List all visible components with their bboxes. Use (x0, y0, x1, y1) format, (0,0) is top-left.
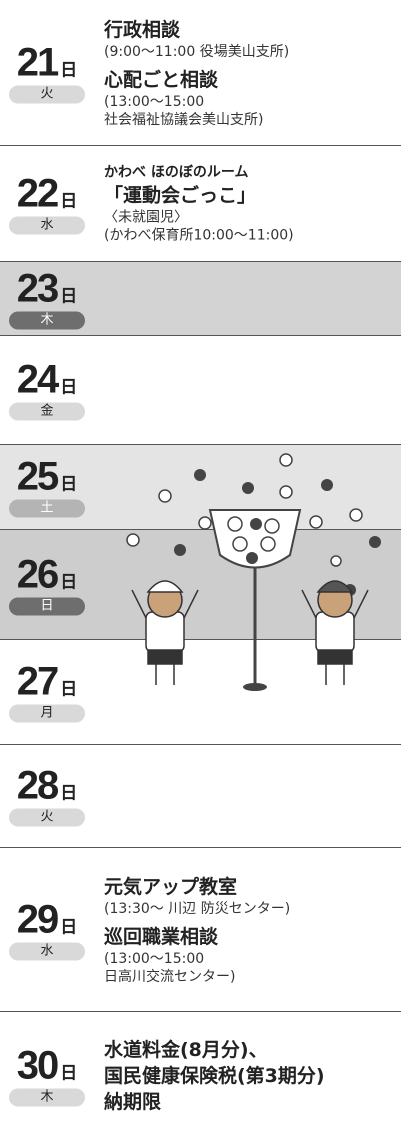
day-number: 21 (16, 40, 59, 84)
day-number: 30 (16, 1043, 59, 1088)
day-unit: 日 (60, 572, 78, 592)
day-row: 28 日火 (0, 745, 401, 848)
day-row: 22 日水かわべ ほのぼのルーム 「運動会ごっこ」 〈未就園児〉 (かわべ保育所10:0… (0, 146, 401, 262)
day-unit: 日 (60, 191, 78, 211)
day-number: 25 (16, 454, 59, 499)
day-unit: 日 (60, 377, 78, 398)
event: 行政相談 (9:00〜11:00 役場美山支所) (104, 17, 397, 61)
date-block: 27 日月 (7, 662, 87, 723)
event-lead: かわべ ほのぼのルーム (104, 164, 249, 180)
day-row: 21 日火行政相談 (9:00〜11:00 役場美山支所) 心配ごと相談 (13:00〜… (0, 0, 401, 146)
weekday-pill: 水 (9, 216, 85, 234)
day-number: 26 (16, 552, 59, 596)
day-number: 24 (16, 357, 59, 402)
date-block: 29 日水 (7, 899, 87, 960)
date-line: 27 日 (7, 662, 87, 702)
event-title: 「運動会ごっこ」 (104, 184, 257, 206)
day-unit: 日 (60, 917, 78, 937)
date-line: 24 日 (7, 360, 87, 400)
day-unit: 日 (60, 474, 78, 495)
event: 心配ごと相談 (13:00〜15:00 社会福祉協議会美山支所) (104, 67, 397, 129)
day-unit: 日 (60, 286, 78, 306)
event-title: 巡回職業相談 (104, 925, 219, 948)
date-line: 21 日 (7, 42, 87, 82)
date-line: 25 日 (7, 457, 87, 497)
event-note: (13:00〜15:00 (104, 950, 205, 967)
event-note: 社会福祉協議会美山支所) (104, 111, 264, 128)
events: かわべ ほのぼのルーム「運動会ごっこ」〈未就園児〉 (かわべ保育所10:00〜11… (104, 163, 397, 244)
date-block: 26 日日 (7, 554, 87, 615)
event-title: 行政相談 (104, 18, 181, 41)
event: 巡回職業相談 (13:00〜15:00 日高川交流センター) (104, 924, 397, 986)
weekday-pill: 月 (9, 704, 85, 723)
date-block: 22 日水 (7, 173, 87, 234)
day-number: 29 (16, 897, 59, 941)
weekday-pill: 金 (9, 402, 85, 421)
event-note: (13:00〜15:00 (104, 93, 205, 110)
date-line: 22 日 (7, 173, 87, 213)
event-note: (かわべ保育所10:00〜11:00) (104, 227, 294, 243)
events: 元気アップ教室 (13:30〜 川辺 防災センター) 巡回職業相談 (13:00〜15… (104, 874, 397, 986)
day-unit: 日 (60, 1063, 78, 1084)
event-title: 元気アップ教室 (104, 875, 238, 898)
event: 水道料金(8月分)、国民健康保険税(第3期分) 納期限 (104, 1037, 397, 1115)
day-unit: 日 (60, 60, 78, 80)
date-line: 30 日 (7, 1046, 87, 1086)
day-number: 22 (16, 171, 59, 215)
weekday-pill: 火 (9, 85, 85, 103)
weekday-pill: 日 (9, 597, 85, 615)
date-block: 23 日木 (7, 268, 87, 329)
day-row: 25 日土 (0, 445, 401, 530)
weekday-pill: 水 (9, 942, 85, 960)
weekday-pill: 木 (9, 311, 85, 329)
event-title: 水道料金(8月分)、 (104, 1039, 268, 1061)
date-block: 25 日土 (7, 457, 87, 518)
date-line: 26 日 (7, 554, 87, 594)
event-title: 心配ごと相談 (104, 68, 219, 91)
day-row: 30 日木水道料金(8月分)、 国民健康保険税(第3期分) 納期限 (0, 1012, 401, 1140)
date-block: 21 日火 (7, 42, 87, 103)
event-note: 〈未就園児〉 (104, 209, 188, 225)
event: かわべ ほのぼのルーム「運動会ごっこ」〈未就園児〉 (かわべ保育所10:00〜11… (104, 163, 397, 244)
day-number: 27 (16, 659, 59, 704)
event-title: 国民健康保険税(第3期分) (104, 1065, 325, 1087)
events: 水道料金(8月分)、国民健康保険税(第3期分) 納期限 (104, 1037, 397, 1115)
day-number: 23 (16, 266, 59, 310)
event: 元気アップ教室 (13:30〜 川辺 防災センター) (104, 874, 397, 918)
events: 行政相談 (9:00〜11:00 役場美山支所) 心配ごと相談 (13:00〜15:0… (104, 17, 397, 129)
illustration (126, 453, 381, 691)
event-note: (9:00〜11:00 役場美山支所) (104, 43, 290, 60)
weekday-pill: 土 (9, 499, 85, 518)
day-number: 28 (16, 763, 59, 808)
day-unit: 日 (60, 783, 78, 804)
date-line: 28 日 (7, 766, 87, 806)
event-note: (13:30〜 川辺 防災センター) (104, 900, 291, 917)
event-note: 日高川交流センター) (104, 968, 236, 985)
day-row: 29 日水元気アップ教室 (13:30〜 川辺 防災センター) 巡回職業相談 (13:0… (0, 848, 401, 1012)
date-line: 29 日 (7, 899, 87, 939)
day-row: 24 日金 (0, 336, 401, 445)
weekday-pill: 木 (9, 1088, 85, 1107)
date-block: 30 日木 (7, 1046, 87, 1107)
day-row: 23 日木 (0, 262, 401, 336)
date-block: 24 日金 (7, 360, 87, 421)
date-block: 28 日火 (7, 766, 87, 827)
event-title: 納期限 (104, 1091, 162, 1113)
weekday-pill: 火 (9, 808, 85, 827)
day-unit: 日 (60, 679, 78, 700)
date-line: 23 日 (7, 268, 87, 308)
